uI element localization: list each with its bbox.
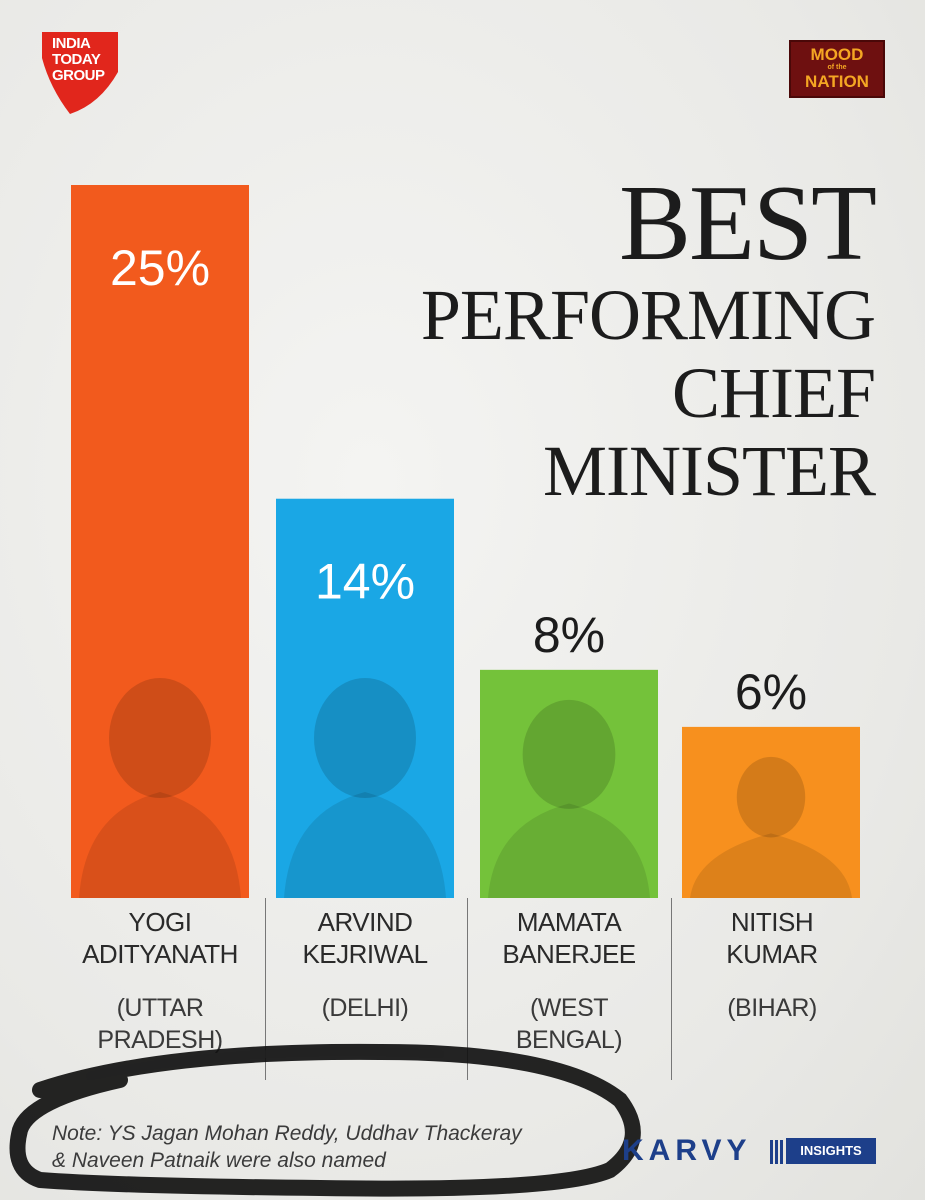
category-label-kejriwal: ARVIND KEJRIWAL (DELHI) — [270, 906, 460, 1024]
logo-line-1: INDIA — [52, 35, 91, 52]
bar-nitish: 6% — [682, 664, 860, 898]
value-label-nitish: 6% — [735, 664, 807, 720]
value-label-yogi: 25% — [110, 240, 210, 296]
logo-shield-icon — [42, 32, 118, 114]
footnote: Note: YS Jagan Mohan Reddy, Uddhav Thack… — [52, 1120, 592, 1174]
title-line-2: PERFORMING — [420, 275, 876, 355]
portrait-head-nitish — [736, 756, 806, 838]
badge-line-2: of the — [827, 64, 847, 71]
scribble-circle — [9, 1043, 641, 1197]
chart-title: BEST PERFORMING CHIEF MINISTER — [420, 164, 877, 511]
state-line-1: (BIHAR) — [727, 994, 817, 1022]
title-line-4: MINISTER — [543, 431, 876, 511]
bar-rect-kejriwal — [276, 498, 454, 898]
karvy-name: KARVY — [622, 1134, 752, 1167]
logo-line-2: TODAY — [52, 51, 101, 68]
bar-yogi: 25% — [71, 185, 249, 898]
category-label-mamata: MAMATA BANERJEE (WEST BENGAL) — [474, 906, 664, 1056]
name-line-2: ADITYANATH — [82, 939, 238, 969]
badge-line-3: NATION — [805, 72, 869, 91]
portrait-body-nitish — [690, 833, 852, 898]
separator-1 — [265, 898, 266, 1080]
portrait-head-mamata — [522, 699, 616, 809]
bar-kejriwal: 14% — [276, 498, 454, 898]
name-line-1: ARVIND — [317, 907, 413, 937]
portrait-body-mamata — [488, 803, 650, 898]
bar-rect-yogi — [71, 185, 249, 898]
india-today-group-logo: INDIA TODAY GROUP — [30, 28, 120, 116]
name-line-2: KEJRIWAL — [302, 939, 428, 969]
bar-rect-nitish — [682, 726, 860, 898]
value-label-mamata: 8% — [533, 607, 605, 663]
portrait-body-yogi — [79, 792, 241, 898]
karvy-bars-icon — [770, 1140, 783, 1164]
title-line-3: CHIEF — [671, 353, 876, 433]
footnote-line-1: Note: YS Jagan Mohan Reddy, Uddhav Thack… — [52, 1122, 522, 1145]
portrait-body-kejriwal — [284, 792, 446, 898]
title-line-1: BEST — [618, 164, 877, 283]
state-line-1: (DELHI) — [321, 994, 409, 1022]
name-line-2: KUMAR — [726, 939, 818, 969]
state-line-2: PRADESH) — [97, 1026, 223, 1054]
karvy-insights-logo: KARVY INSIGHTS — [622, 1134, 876, 1168]
name-line-2: BANERJEE — [502, 939, 636, 969]
state-line-1: (WEST — [529, 994, 609, 1022]
portrait-head-kejriwal — [314, 678, 416, 798]
logo-line-3: GROUP — [52, 67, 105, 84]
footnote-line-2: & Naveen Patnaik were also named — [52, 1149, 386, 1172]
name-line-1: YOGI — [128, 907, 192, 937]
bar-mamata: 8% — [480, 607, 658, 898]
category-label-yogi: YOGI ADITYANATH (UTTAR PRADESH) — [65, 906, 255, 1056]
mood-of-the-nation-badge: MOOD of the NATION — [789, 40, 885, 98]
value-label-kejriwal: 14% — [315, 554, 415, 610]
karvy-insights-label: INSIGHTS — [786, 1138, 876, 1164]
name-line-1: MAMATA — [516, 907, 622, 937]
bar-rect-mamata — [480, 669, 658, 898]
state-line-2: BENGAL) — [515, 1026, 623, 1054]
portrait-head-yogi — [109, 678, 211, 798]
separator-3 — [671, 898, 672, 1080]
badge-line-1: MOOD — [810, 45, 864, 64]
separator-2 — [467, 898, 468, 1080]
name-line-1: NITISH — [730, 907, 814, 937]
state-line-1: (UTTAR — [116, 994, 204, 1022]
category-label-nitish: NITISH KUMAR (BIHAR) — [677, 906, 867, 1024]
